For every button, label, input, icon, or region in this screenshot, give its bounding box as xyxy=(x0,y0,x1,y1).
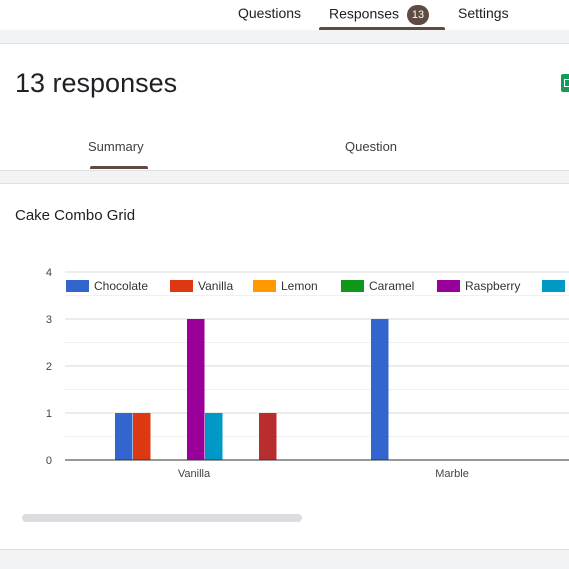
bar-chocolate-marble xyxy=(371,319,389,460)
bar-series-9-vanilla xyxy=(259,413,277,460)
legend-label: Caramel xyxy=(369,279,414,293)
horizontal-scrollbar[interactable] xyxy=(22,514,302,522)
top-navigation: Questions Responses 13 Settings xyxy=(0,0,569,30)
tab-responses-label: Responses xyxy=(329,5,400,22)
legend-swatch xyxy=(170,280,193,292)
y-tick-label: 3 xyxy=(46,314,52,326)
responses-count-badge: 13 xyxy=(407,5,430,25)
legend-swatch xyxy=(66,280,89,292)
responses-header-card: 13 responses Summary Question xyxy=(0,43,569,171)
page-title: 13 responses xyxy=(15,68,178,98)
question-title: Cake Combo Grid xyxy=(15,207,136,224)
legend-label: Lemon xyxy=(281,279,318,293)
x-tick-label: Marble xyxy=(435,468,469,480)
bar-vanilla-vanilla xyxy=(133,413,151,460)
active-tab-indicator xyxy=(319,27,445,30)
bar-chocolate-vanilla xyxy=(115,413,133,460)
active-subtab-indicator xyxy=(90,166,148,169)
question-card: Cake Combo Grid 0 1 2 3 4 Vanilla Marble Chocol… xyxy=(0,183,569,550)
bar-chart: 0 1 2 3 4 Vanilla Marble Chocolate Vanilla Lemon C… xyxy=(46,267,569,480)
legend-swatch xyxy=(341,280,364,292)
tab-question[interactable]: Question xyxy=(345,139,398,154)
tab-questions[interactable]: Questions xyxy=(238,5,302,21)
legend-label: Chocolate xyxy=(94,279,148,293)
legend-swatch xyxy=(542,280,565,292)
tab-responses[interactable]: Responses 13 xyxy=(329,5,430,25)
y-tick-label: 2 xyxy=(46,361,52,373)
x-tick-label: Vanilla xyxy=(178,468,211,480)
tab-settings[interactable]: Settings xyxy=(458,5,509,21)
y-tick-label: 1 xyxy=(46,408,52,420)
y-tick-label: 4 xyxy=(46,267,52,279)
y-tick-label: 0 xyxy=(46,455,52,467)
google-sheets-icon[interactable] xyxy=(561,74,569,92)
legend-label: Raspberry xyxy=(465,279,520,293)
bar-series-6-vanilla xyxy=(205,413,223,460)
tab-summary[interactable]: Summary xyxy=(88,139,144,154)
bar-raspberry-vanilla xyxy=(187,319,205,460)
legend-swatch xyxy=(437,280,460,292)
legend-swatch xyxy=(253,280,276,292)
legend-label: Vanilla xyxy=(198,279,233,293)
